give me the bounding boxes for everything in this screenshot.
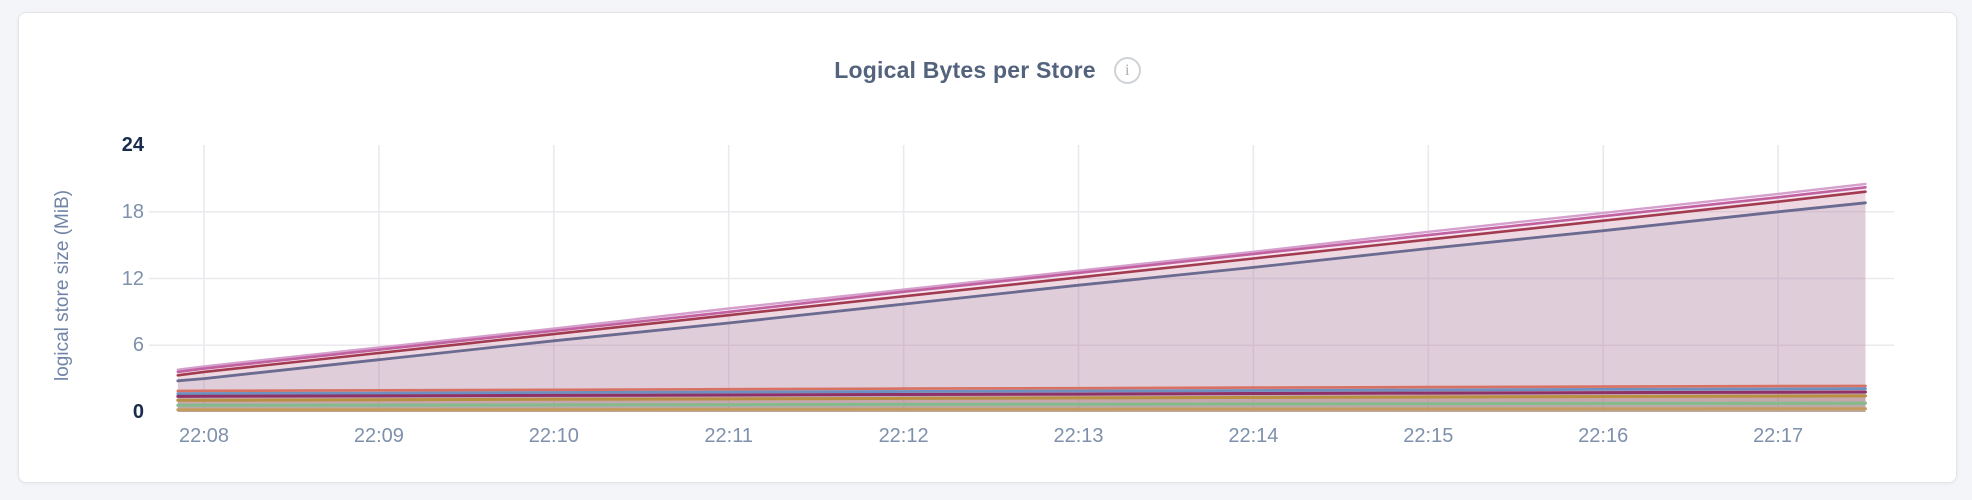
x-tick-label: 22:17 [1753, 425, 1804, 447]
series-line [176, 384, 1867, 393]
series-area [177, 183, 1866, 412]
y-tick-label: 24 [121, 134, 144, 156]
series-line [176, 394, 1867, 402]
series-line [176, 387, 1867, 396]
series-line [176, 401, 1867, 407]
chart-title: Logical Bytes per Store [834, 56, 1096, 83]
x-tick-label: 22:13 [1053, 425, 1104, 447]
chart-plot-area[interactable] [149, 139, 1906, 421]
series-line [176, 390, 1867, 398]
x-tick-label: 22:16 [1578, 425, 1629, 447]
x-tick-label: 22:11 [704, 425, 753, 447]
x-tick-label: 22:15 [1403, 425, 1454, 447]
x-tick-label: 22:09 [353, 425, 404, 447]
chart-card: Logical Bytes per Store i logical store … [18, 12, 1957, 483]
y-tick-label: 6 [132, 334, 144, 357]
series-line [176, 185, 1867, 374]
series-line [176, 407, 1867, 412]
y-tick-label: 12 [121, 267, 144, 290]
series-area [177, 202, 1866, 412]
x-tick-label: 22:12 [878, 425, 929, 447]
y-tick-label: 0 [132, 401, 144, 423]
x-tick-label: 22:14 [1228, 425, 1279, 447]
series-line [176, 201, 1867, 383]
series-area [177, 187, 1866, 412]
chart-header: Logical Bytes per Store i [19, 53, 1956, 87]
x-tick-label: 22:08 [178, 425, 230, 447]
info-icon[interactable]: i [1113, 56, 1141, 84]
series-line [176, 182, 1867, 371]
y-tick-label: 18 [121, 200, 144, 223]
series-line [176, 190, 1867, 377]
x-tick-label: 22:10 [528, 425, 579, 447]
